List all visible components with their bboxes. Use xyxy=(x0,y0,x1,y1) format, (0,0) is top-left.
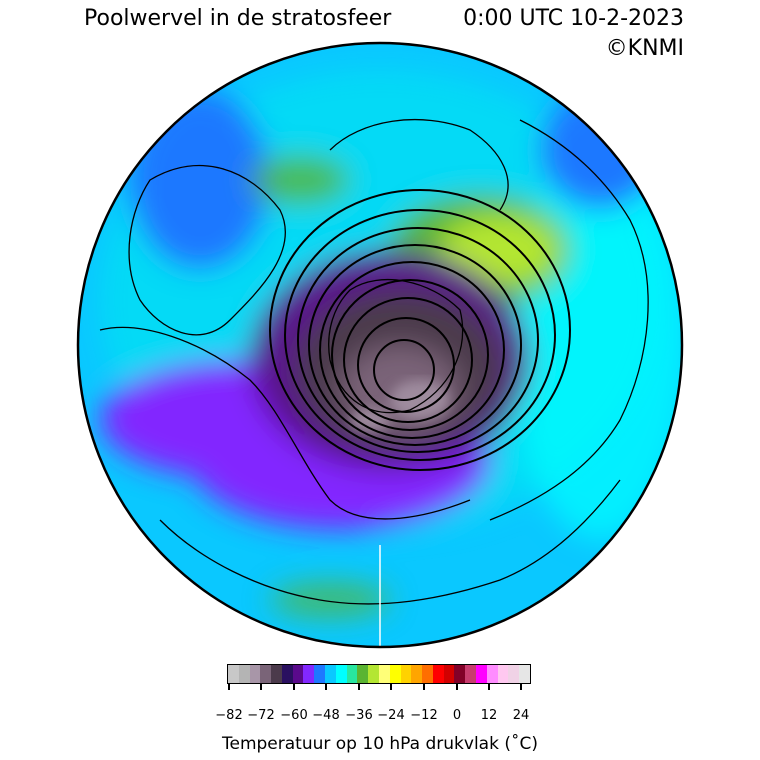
colorbar-segment xyxy=(454,665,466,683)
colorbar-tick xyxy=(423,684,425,690)
colorbar-tick xyxy=(325,684,327,690)
colorbar-segment xyxy=(432,665,444,683)
height-contours xyxy=(269,189,571,471)
colorbar-segment xyxy=(508,665,520,683)
colorbar-segment xyxy=(465,665,476,683)
colorbar-segment xyxy=(400,665,412,683)
colorbar-segment xyxy=(378,665,390,683)
colorbar-tick-label: 24 xyxy=(512,708,530,723)
colorbar-tick-label: 0 xyxy=(452,708,462,723)
colorbar-segment xyxy=(281,665,293,683)
colorbar-tick xyxy=(390,684,392,690)
map-datetime: 0:00 UTC 10-2-2023 xyxy=(463,6,684,31)
colorbar-tick xyxy=(520,684,522,690)
colorbar-segment xyxy=(249,665,261,683)
colorbar-tick xyxy=(260,684,262,690)
colorbar-segment xyxy=(389,665,401,683)
colorbar-segment xyxy=(292,665,304,683)
colorbar-segment xyxy=(422,665,433,683)
colorbar-segment xyxy=(346,665,358,683)
colorbar-segment xyxy=(335,665,347,683)
colorbar-tick-label: −24 xyxy=(377,708,405,723)
colorbar-tick-label: 12 xyxy=(480,708,498,723)
colorbar-tick-label: −72 xyxy=(247,708,275,723)
colorbar-segment xyxy=(314,665,326,683)
colorbar-tick xyxy=(456,684,458,690)
colorbar-segment xyxy=(303,665,315,683)
temperature-field xyxy=(78,43,682,647)
colorbar-segment xyxy=(260,665,272,683)
colorbar-segment xyxy=(271,665,282,683)
colorbar-segment xyxy=(497,665,509,683)
colorbar-tick-label: −60 xyxy=(280,708,308,723)
colorbar-segment xyxy=(519,665,530,683)
colorbar-label: Temperatuur op 10 hPa drukvlak (˚C) xyxy=(222,734,538,754)
colorbar-segment xyxy=(238,665,250,683)
colorbar-segment xyxy=(357,665,369,683)
colorbar-segment xyxy=(228,665,239,683)
polar-map xyxy=(76,41,684,650)
colorbar-tick xyxy=(488,684,490,690)
colorbar-segment xyxy=(411,665,423,683)
copyright: ©KNMI xyxy=(605,36,684,61)
colorbar-tick xyxy=(358,684,360,690)
colorbar-segment xyxy=(475,665,487,683)
colorbar-segment xyxy=(325,665,336,683)
colorbar-segment xyxy=(486,665,498,683)
coastlines xyxy=(99,119,649,605)
colorbar-segment xyxy=(368,665,379,683)
colorbar-tick-label: −12 xyxy=(410,708,438,723)
colorbar-tick-label: −82 xyxy=(215,708,243,723)
colorbar-tick xyxy=(293,684,295,690)
colorbar-tick-label: −48 xyxy=(312,708,340,723)
map-title: Poolwervel in de stratosfeer xyxy=(84,6,392,31)
colorbar-tick-label: −36 xyxy=(345,708,373,723)
colorbar-tick xyxy=(228,684,230,690)
map-boundary xyxy=(76,41,684,649)
colorbar xyxy=(227,664,531,684)
colorbar-segment xyxy=(443,665,455,683)
